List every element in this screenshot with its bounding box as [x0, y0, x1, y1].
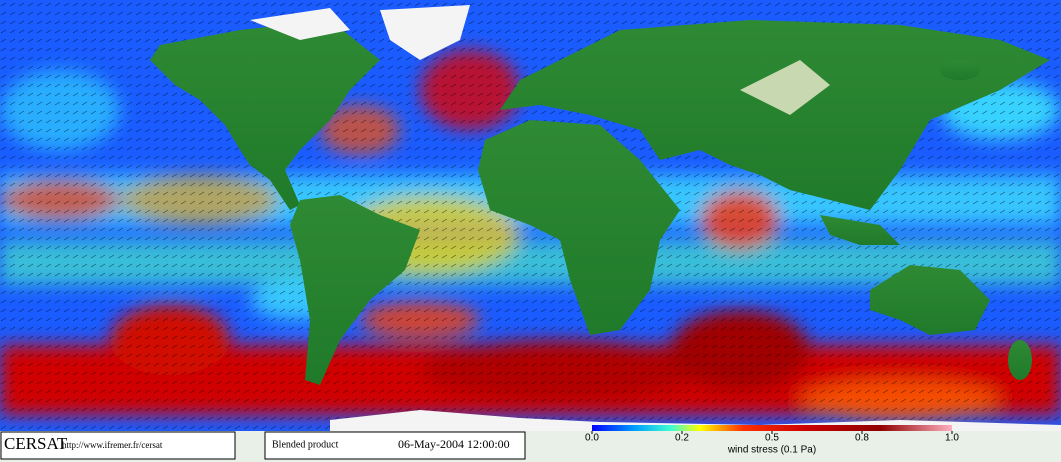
colorbar-tick-label: 0.0	[585, 433, 599, 444]
colorbar-tick-label: 0.2	[675, 433, 689, 444]
brand: CERSAT	[4, 434, 68, 453]
footer: CERSAT http://www.ifremer.fr/cersat Blen…	[0, 425, 1061, 462]
url: http://www.ifremer.fr/cersat	[62, 440, 163, 450]
colorbar-tick-label: 1.0	[945, 433, 959, 444]
product: Blended product	[272, 439, 339, 450]
date: 06-May-2004 12:00:00	[398, 437, 510, 451]
colorbar-label: wind stress (0.1 Pa)	[727, 445, 816, 456]
brand-box	[0, 431, 236, 460]
land	[150, 20, 1050, 385]
colorbar	[592, 425, 952, 431]
colorbar-tick-label: 0.5	[765, 433, 779, 444]
product-box	[264, 431, 526, 460]
colorbar-tick-label: 0.8	[855, 433, 869, 444]
